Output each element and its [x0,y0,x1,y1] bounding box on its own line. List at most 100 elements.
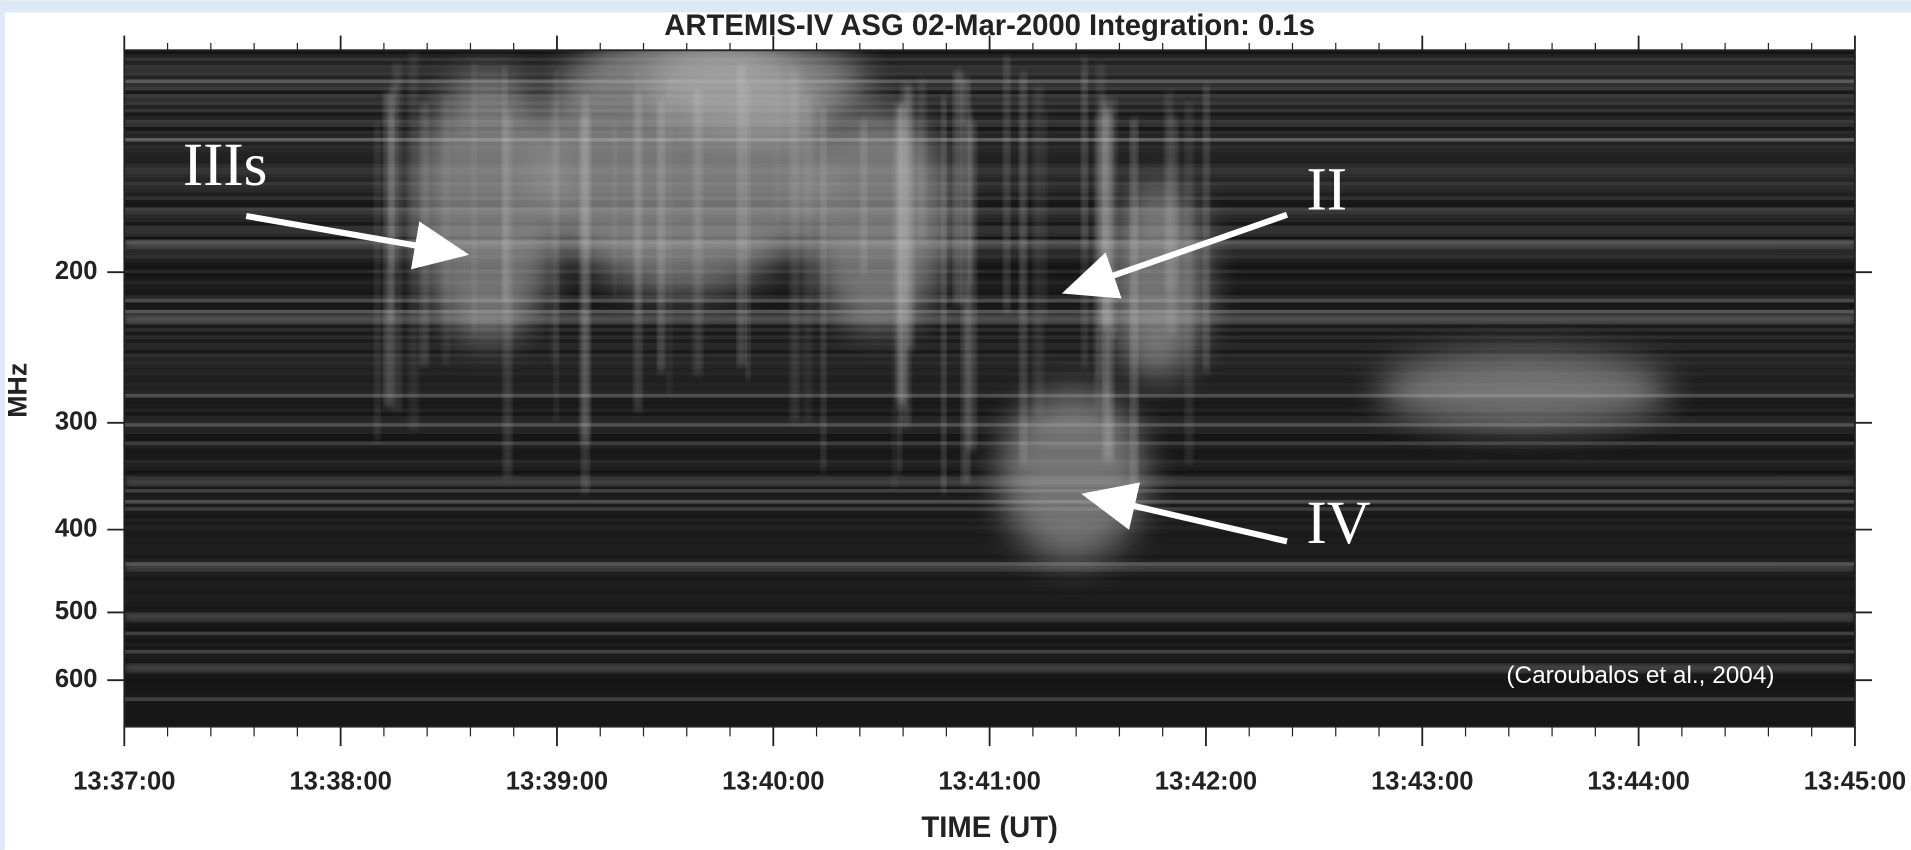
freq-band [124,452,1855,457]
freq-band [124,116,1855,120]
source-note: (Caroubalos et al., 2004) [1506,662,1774,689]
burst-streak [1096,115,1103,409]
freq-band [124,57,1855,62]
freq-band [124,276,1855,281]
freq-band [124,459,1855,464]
freq-band [124,653,1855,658]
freq-band [124,521,1855,526]
freq-band [124,448,1855,453]
freq-band [124,75,1855,80]
freq-band [124,474,1855,479]
bright-line [124,614,1855,620]
burst-streak [963,78,969,484]
burst-streak [694,89,702,375]
burst-streak [636,71,640,317]
freq-band [124,573,1855,577]
freq-band [124,445,1855,449]
freq-band [124,141,1855,146]
freq-band [124,492,1855,497]
freq-band [124,437,1855,442]
freq-band [124,112,1855,117]
freq-band [124,690,1855,694]
freq-band [124,364,1855,369]
burst-streak [791,68,798,422]
freq-band [124,415,1855,420]
freq-band [124,251,1855,255]
burst-streak [554,70,558,421]
freq-band [124,320,1855,325]
freq-band [124,598,1855,603]
burst-streak [861,119,866,274]
burst-streak [968,121,975,451]
burst-streak [504,112,511,478]
freq-band [124,646,1855,650]
freq-band [124,64,1855,69]
freq-band [124,503,1855,508]
top-frame [0,0,1911,13]
burst-streak [1101,97,1109,327]
freq-band [124,306,1855,310]
freq-band [124,174,1855,179]
freq-band [124,90,1855,95]
freq-band [124,722,1855,727]
burst-streak [955,71,962,305]
freq-band [124,61,1855,65]
freq-band [124,97,1855,102]
freq-band [124,488,1855,493]
freq-band [124,682,1855,687]
freq-band [124,510,1855,515]
arrow [1061,211,1289,299]
freq-band [124,130,1855,135]
freq-band [124,693,1855,698]
freq-band [124,302,1855,307]
freq-band [124,657,1855,661]
freq-band [124,159,1855,164]
freq-band [124,463,1855,468]
freq-band [124,72,1855,76]
freq-band [124,335,1855,340]
freq-band [124,247,1855,252]
annotation: IV [1307,490,1371,557]
bright-line [124,665,1855,671]
bright-line [124,564,1855,570]
freq-band [124,558,1855,563]
burst-streak [1082,56,1087,368]
freq-band [124,584,1855,588]
freq-band [124,218,1855,223]
freq-band [124,638,1855,643]
freq-band [124,525,1855,530]
y-tick-label: 200 [55,257,98,285]
freq-band [124,313,1855,318]
freq-band [124,273,1855,277]
burst-streak [613,122,617,297]
freq-band [124,94,1855,98]
freq-band [124,627,1855,632]
freq-band [124,86,1855,91]
freq-band [124,499,1855,504]
freq-band [124,258,1855,263]
x-tick-label: 13:37:00 [73,767,175,795]
freq-band [124,379,1855,383]
bright-line [124,241,1855,247]
freq-band [124,269,1855,274]
annotation: II [1307,156,1348,223]
burst-streak [389,111,393,323]
freq-band [124,551,1855,555]
freq-band [124,280,1855,285]
freq-band [124,295,1855,299]
y-axis-label: MHz [3,363,33,418]
x-tick-label: 13:44:00 [1587,767,1689,795]
freq-band [124,233,1855,237]
freq-band [124,470,1855,475]
freq-band [124,587,1855,592]
x-tick-label: 13:39:00 [506,767,608,795]
freq-band [124,196,1855,201]
burst-streak [421,103,428,366]
freq-band [124,101,1855,106]
burst-streak [385,92,392,407]
freq-band [124,540,1855,544]
freq-band [124,152,1855,157]
freq-band [124,229,1855,234]
burst-streak [391,84,397,269]
